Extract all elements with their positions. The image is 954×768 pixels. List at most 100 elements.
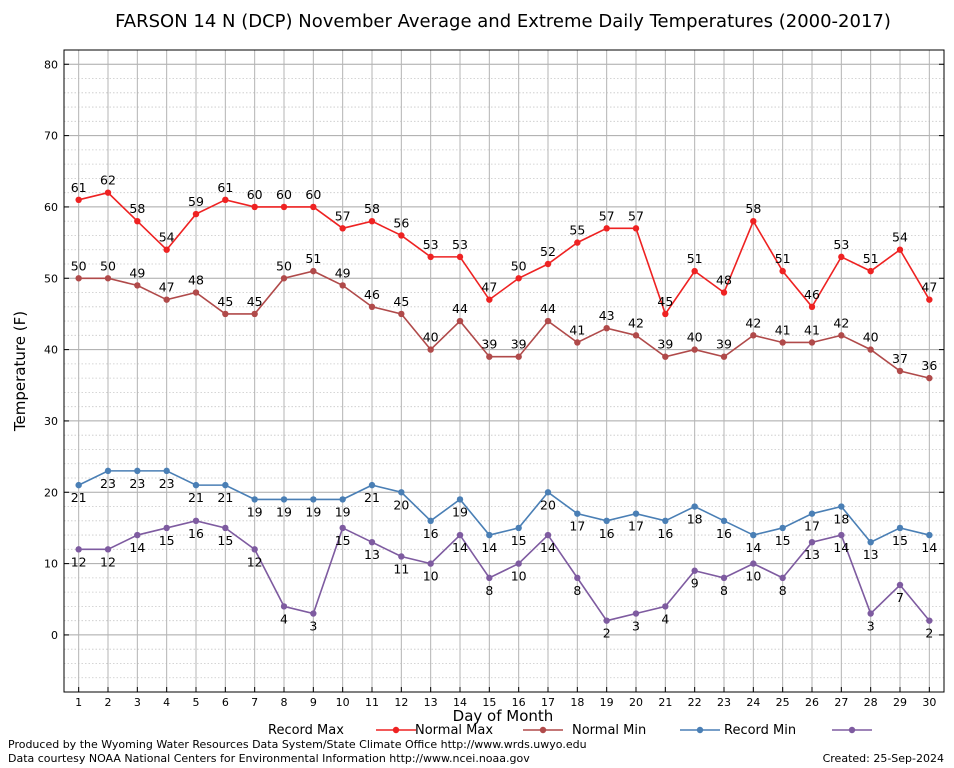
record-min-data-label: 10 xyxy=(745,569,761,584)
normal-max-data-label: 50 xyxy=(276,258,292,273)
record-min-point xyxy=(192,517,200,524)
x-tick-label: 22 xyxy=(688,696,702,709)
record-min-point xyxy=(896,581,904,589)
normal-min-data-label: 14 xyxy=(481,540,497,555)
x-tick-label: 30 xyxy=(922,696,936,709)
normal-max-data-label: 39 xyxy=(716,337,732,352)
normal-min-data-label: 19 xyxy=(335,504,351,519)
footer-producer: Produced by the Wyoming Water Resources … xyxy=(8,738,587,751)
record-min-point xyxy=(515,560,522,567)
y-tick-label: 0 xyxy=(51,629,58,642)
record-max-point xyxy=(427,253,434,261)
record-min-point xyxy=(808,539,816,546)
record-max-data-label: 52 xyxy=(540,244,556,259)
normal-max-data-label: 40 xyxy=(423,330,439,345)
normal-min-point xyxy=(251,496,258,503)
footer-created: Created: 25-Sep-2024 xyxy=(823,752,944,765)
record-max-line xyxy=(78,191,931,316)
record-max-data-label: 53 xyxy=(423,237,439,252)
normal-max-data-label: 37 xyxy=(892,351,908,366)
normal-min-data-label: 21 xyxy=(364,490,380,505)
record-max-data-label: 54 xyxy=(159,230,175,245)
record-max-data-label: 55 xyxy=(569,223,585,238)
normal-min-data-label: 16 xyxy=(423,526,439,541)
record-min-line xyxy=(78,519,930,622)
normal-min-data-label: 19 xyxy=(305,504,321,519)
normal-min-point xyxy=(134,467,141,475)
record-min-point xyxy=(720,574,728,582)
record-min-point xyxy=(310,610,317,617)
record-min-data-label: 12 xyxy=(71,554,87,569)
normal-max-point xyxy=(808,339,816,346)
normal-min-point xyxy=(896,524,904,532)
record-min-point xyxy=(104,546,112,553)
record-max-point xyxy=(368,218,376,225)
normal-max-point xyxy=(838,332,845,339)
normal-min-point xyxy=(779,524,786,532)
record-min-data-label: 8 xyxy=(779,583,787,598)
normal-max-data-label: 42 xyxy=(628,315,644,330)
record-max-data-label: 59 xyxy=(188,194,204,209)
normal-max-point xyxy=(368,303,376,310)
record-min-data-label: 8 xyxy=(573,583,581,598)
footer-data-source: Data courtesy NOAA National Centers for … xyxy=(8,752,530,765)
normal-max-data-label: 42 xyxy=(833,315,849,330)
normal-min-point xyxy=(750,531,757,539)
record-min-point xyxy=(456,531,464,539)
x-tick-label: 13 xyxy=(424,696,438,709)
normal-min-data-label: 20 xyxy=(540,497,556,512)
normal-min-point xyxy=(632,510,640,517)
record-max-point xyxy=(926,296,933,303)
x-tick-label: 5 xyxy=(193,696,200,709)
x-tick-label: 9 xyxy=(310,696,317,709)
normal-min-data-label: 20 xyxy=(393,497,409,512)
normal-max-point xyxy=(632,332,640,339)
record-max-point xyxy=(779,267,786,275)
x-tick-label: 10 xyxy=(336,696,350,709)
normal-min-point xyxy=(486,531,493,539)
x-tick-label: 11 xyxy=(365,696,379,709)
record-min-data-label: 14 xyxy=(833,540,849,555)
record-min-legend-marker xyxy=(848,726,856,734)
y-tick-label: 70 xyxy=(44,130,58,143)
record-max-data-label: 46 xyxy=(804,287,820,302)
normal-max-point xyxy=(662,353,669,360)
record-max-data-label: 58 xyxy=(129,201,145,216)
normal-min-point xyxy=(75,481,82,489)
x-tick-label: 25 xyxy=(776,696,790,709)
normal-min-data-label: 16 xyxy=(657,526,673,541)
record-min-data-label: 12 xyxy=(100,554,116,569)
record-min-data-label: 10 xyxy=(511,569,527,584)
record-max-data-label: 62 xyxy=(100,173,116,188)
record-max-data-label: 50 xyxy=(511,258,527,273)
record-min-point xyxy=(632,610,640,617)
normal-max-point xyxy=(720,353,728,360)
record-max-data-label: 58 xyxy=(364,201,380,216)
normal-max-data-label: 50 xyxy=(100,258,116,273)
record-min-data-label: 8 xyxy=(720,583,728,598)
record-min-point xyxy=(163,524,170,532)
x-tick-label: 27 xyxy=(834,696,848,709)
normal-max-data-label: 40 xyxy=(863,330,879,345)
normal-max-point xyxy=(486,353,493,360)
normal-min-point xyxy=(280,496,288,503)
normal-min-data-label: 15 xyxy=(892,533,908,548)
record-min-data-label: 2 xyxy=(925,626,933,641)
normal-min-point xyxy=(222,481,229,489)
record-max-point xyxy=(222,196,229,203)
normal-max-data-label: 46 xyxy=(364,287,380,302)
record-min-point xyxy=(368,539,376,546)
x-tick-label: 4 xyxy=(163,696,170,709)
record-max-point xyxy=(104,189,112,196)
normal-max-line xyxy=(78,270,930,379)
normal-max-point xyxy=(398,310,405,318)
normal-min-data-label: 19 xyxy=(452,504,468,519)
normal-max-point xyxy=(222,310,229,318)
normal-max-data-label: 39 xyxy=(511,337,527,352)
normal-max-point xyxy=(251,310,258,318)
record-min-data-label: 13 xyxy=(364,547,380,562)
record-max-data-label: 47 xyxy=(921,280,937,295)
